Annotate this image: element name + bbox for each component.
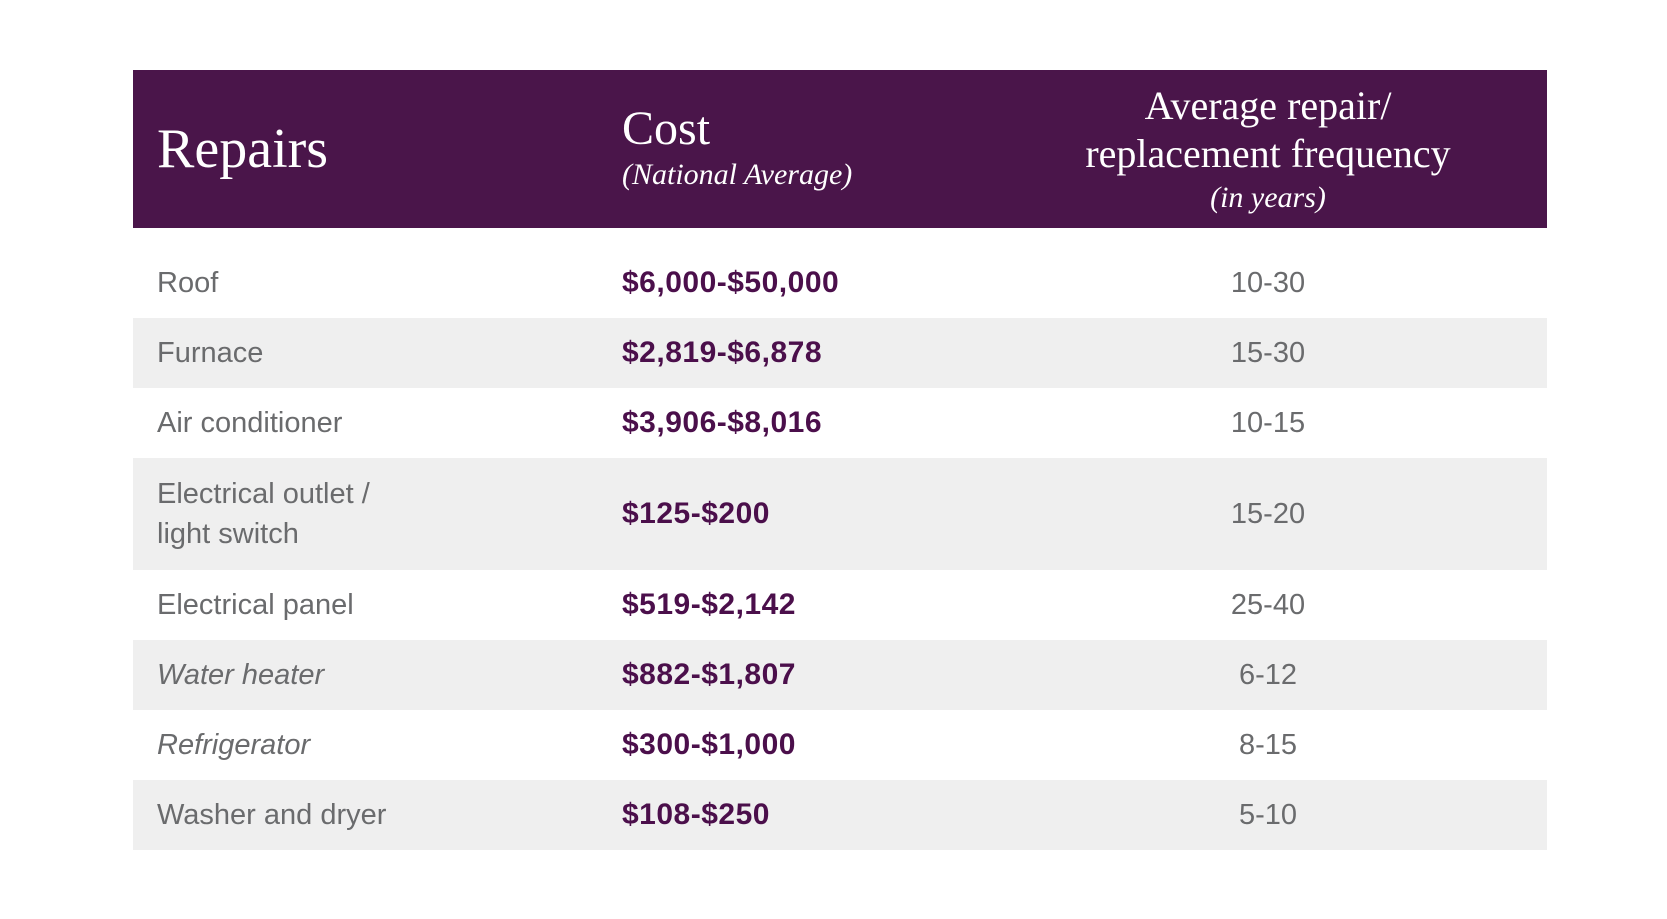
table-row-electrical-panel: Electrical panel $519-$2,142 25-40 (133, 570, 1547, 640)
table-row-electrical-outlet: Electrical outlet / light switch $125-$2… (133, 458, 1547, 570)
frequency-cell: 15-30 (1230, 336, 1306, 369)
frequency-cell: 8-15 (1238, 728, 1298, 761)
header-cost-title: Cost (622, 101, 711, 155)
frequency-cell: 10-30 (1230, 266, 1306, 299)
cost-cell: $519-$2,142 (622, 588, 796, 621)
cost-cell: $300-$1,000 (622, 728, 796, 761)
frequency-cell: 15-20 (1230, 497, 1306, 530)
table-row-furnace: Furnace $2,819-$6,878 15-30 (133, 318, 1547, 388)
repairs-cost-table: Repairs Cost (National Average) Average … (133, 70, 1547, 850)
header-cost: Cost (National Average) (622, 101, 995, 194)
table-row-washer-dryer: Washer and dryer $108-$250 5-10 (133, 780, 1547, 850)
table-body: Roof $6,000-$50,000 10-30 Furnace $2,819… (133, 228, 1547, 850)
header-repairs: Repairs (157, 118, 329, 180)
repair-name-cell: Electrical panel (157, 589, 354, 621)
table-row-air-conditioner: Air conditioner $3,906-$8,016 10-15 (133, 388, 1547, 458)
cost-cell: $125-$200 (622, 497, 770, 530)
table-row-refrigerator: Refrigerator $300-$1,000 8-15 (133, 710, 1547, 780)
repair-name-cell: Furnace (157, 337, 264, 369)
frequency-cell: 10-15 (1230, 406, 1306, 439)
header-frequency: Average repair/ replacement frequency (i… (995, 82, 1547, 216)
repair-name-cell: Roof (157, 267, 219, 299)
repair-name-cell: Washer and dryer (157, 799, 387, 831)
repair-name-cell: Refrigerator (157, 729, 311, 761)
cost-cell: $882-$1,807 (622, 658, 796, 691)
repair-name-cell: Air conditioner (157, 407, 343, 439)
cost-cell: $6,000-$50,000 (622, 266, 840, 299)
cost-cell: $3,906-$8,016 (622, 406, 823, 439)
header-cost-subtitle: (National Average) (622, 158, 853, 192)
cost-cell: $108-$250 (622, 798, 770, 831)
table-row-water-heater: Water heater $882-$1,807 6-12 (133, 640, 1547, 710)
frequency-cell: 25-40 (1230, 588, 1306, 621)
repair-name-cell: Water heater (157, 659, 325, 691)
cost-cell: $2,819-$6,878 (622, 336, 823, 369)
header-frequency-subtitle: (in years) (1210, 181, 1326, 214)
table-header-row: Repairs Cost (National Average) Average … (133, 70, 1547, 228)
frequency-cell: 5-10 (1238, 798, 1298, 831)
table-row-roof: Roof $6,000-$50,000 10-30 (133, 248, 1547, 318)
frequency-cell: 6-12 (1238, 658, 1298, 691)
header-frequency-title: Average repair/ replacement frequency (1085, 83, 1451, 176)
repair-name-cell: Electrical outlet / light switch (157, 478, 370, 550)
